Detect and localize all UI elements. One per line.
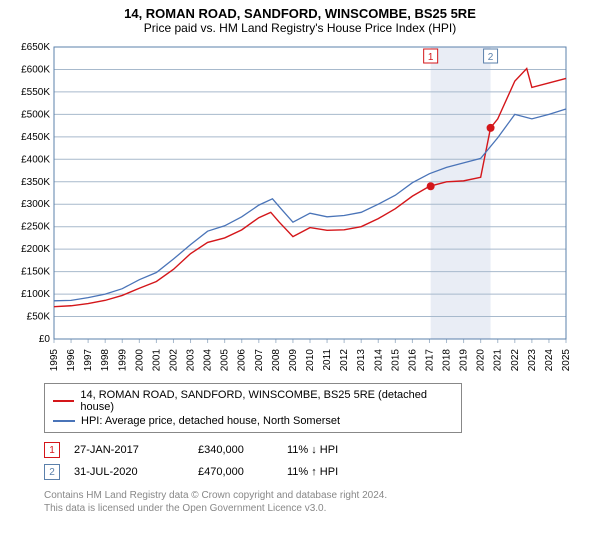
svg-text:£550K: £550K xyxy=(21,87,50,98)
svg-text:2021: 2021 xyxy=(493,349,504,372)
footer-line: This data is licensed under the Open Gov… xyxy=(44,502,590,515)
footer: Contains HM Land Registry data © Crown c… xyxy=(44,489,590,515)
footer-line: Contains HM Land Registry data © Crown c… xyxy=(44,489,590,502)
svg-text:£500K: £500K xyxy=(21,109,50,120)
svg-text:2023: 2023 xyxy=(527,349,538,372)
svg-text:2020: 2020 xyxy=(476,349,487,372)
event-date: 27-JAN-2017 xyxy=(74,444,184,456)
svg-text:2014: 2014 xyxy=(373,349,384,372)
svg-text:1: 1 xyxy=(428,52,434,63)
svg-text:2008: 2008 xyxy=(271,349,282,372)
event-price: £340,000 xyxy=(198,444,273,456)
svg-text:2010: 2010 xyxy=(305,349,316,372)
event-marker-icon: 2 xyxy=(44,464,60,480)
svg-text:£300K: £300K xyxy=(21,199,50,210)
svg-text:2004: 2004 xyxy=(203,349,214,372)
event-table: 1 27-JAN-2017 £340,000 11% ↓ HPI 2 31-JU… xyxy=(44,439,590,483)
svg-text:2009: 2009 xyxy=(288,349,299,372)
event-delta: 11% ↑ HPI xyxy=(287,466,338,478)
svg-text:2018: 2018 xyxy=(442,349,453,372)
svg-text:1995: 1995 xyxy=(49,349,60,372)
svg-text:£200K: £200K xyxy=(21,244,50,255)
svg-text:£400K: £400K xyxy=(21,154,50,165)
svg-text:£350K: £350K xyxy=(21,177,50,188)
svg-text:£600K: £600K xyxy=(21,64,50,75)
chart-subtitle: Price paid vs. HM Land Registry's House … xyxy=(10,21,590,35)
svg-text:£50K: £50K xyxy=(27,312,51,323)
svg-text:1997: 1997 xyxy=(83,349,94,372)
svg-text:2017: 2017 xyxy=(424,349,435,372)
event-price: £470,000 xyxy=(198,466,273,478)
svg-text:2012: 2012 xyxy=(339,349,350,372)
svg-text:2015: 2015 xyxy=(390,349,401,372)
svg-text:2024: 2024 xyxy=(544,349,555,372)
svg-text:£100K: £100K xyxy=(21,289,50,300)
svg-text:2005: 2005 xyxy=(220,349,231,372)
svg-text:1998: 1998 xyxy=(100,349,111,372)
svg-text:£0: £0 xyxy=(39,334,51,345)
legend-label: 14, ROMAN ROAD, SANDFORD, WINSCOMBE, BS2… xyxy=(80,389,453,413)
event-marker-icon: 1 xyxy=(44,442,60,458)
chart-title: 14, ROMAN ROAD, SANDFORD, WINSCOMBE, BS2… xyxy=(10,6,590,21)
legend: 14, ROMAN ROAD, SANDFORD, WINSCOMBE, BS2… xyxy=(44,383,462,433)
event-row: 1 27-JAN-2017 £340,000 11% ↓ HPI xyxy=(44,439,590,461)
svg-text:2001: 2001 xyxy=(151,349,162,372)
svg-text:2025: 2025 xyxy=(561,349,570,372)
svg-text:2013: 2013 xyxy=(356,349,367,372)
svg-text:1996: 1996 xyxy=(66,349,77,372)
legend-label: HPI: Average price, detached house, Nort… xyxy=(81,415,340,427)
svg-text:2016: 2016 xyxy=(407,349,418,372)
legend-swatch xyxy=(53,400,74,402)
svg-text:£250K: £250K xyxy=(21,222,50,233)
svg-text:£150K: £150K xyxy=(21,267,50,278)
svg-text:2: 2 xyxy=(488,52,494,63)
svg-text:2006: 2006 xyxy=(237,349,248,372)
svg-text:1999: 1999 xyxy=(117,349,128,372)
event-date: 31-JUL-2020 xyxy=(74,466,184,478)
event-delta: 11% ↓ HPI xyxy=(287,444,338,456)
legend-item: HPI: Average price, detached house, Nort… xyxy=(53,414,453,428)
svg-text:2002: 2002 xyxy=(168,349,179,372)
svg-text:2000: 2000 xyxy=(134,349,145,372)
svg-text:2003: 2003 xyxy=(186,349,197,372)
svg-text:2019: 2019 xyxy=(459,349,470,372)
svg-text:2007: 2007 xyxy=(254,349,265,372)
event-row: 2 31-JUL-2020 £470,000 11% ↑ HPI xyxy=(44,461,590,483)
legend-item: 14, ROMAN ROAD, SANDFORD, WINSCOMBE, BS2… xyxy=(53,388,453,414)
line-chart: £0 £50K £100K £150K £200K £250K £300K £350K £400… xyxy=(10,39,570,379)
chart-area: £0 £50K £100K £150K £200K £250K £300K £350K £400… xyxy=(10,39,590,379)
svg-text:2011: 2011 xyxy=(322,349,333,371)
legend-swatch xyxy=(53,420,75,422)
svg-text:£450K: £450K xyxy=(21,132,50,143)
svg-text:2022: 2022 xyxy=(510,349,521,372)
svg-text:£650K: £650K xyxy=(21,42,50,53)
